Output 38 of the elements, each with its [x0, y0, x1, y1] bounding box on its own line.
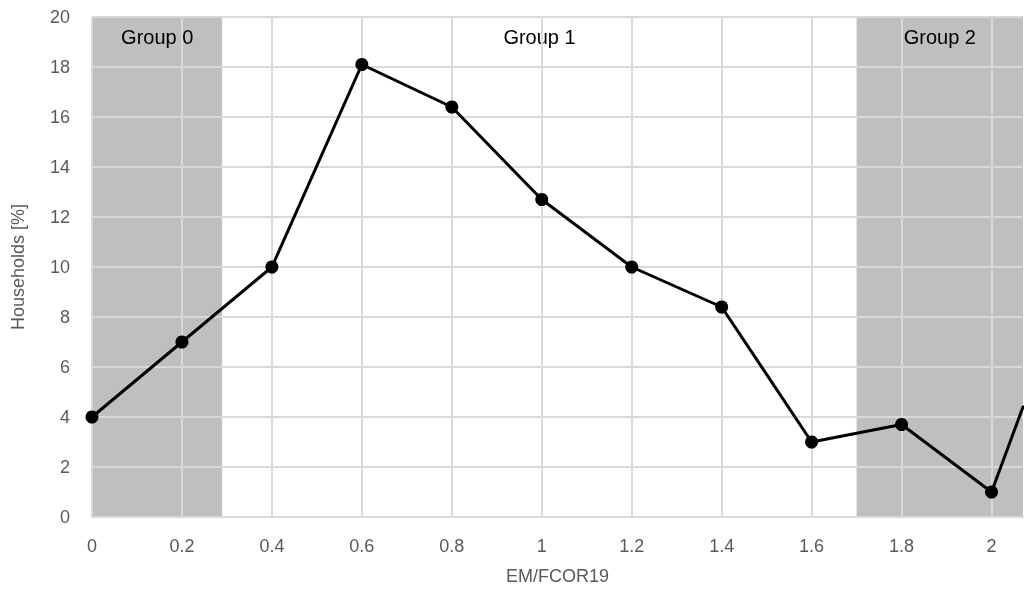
point: [895, 418, 909, 431]
y-tick-label: 14: [49, 157, 70, 177]
y-tick-label: 4: [59, 407, 70, 427]
point: [175, 335, 189, 349]
x-tick-label: 0.6: [349, 536, 375, 556]
y-tick-label: 6: [59, 357, 70, 377]
y-tick-label: 12: [49, 207, 70, 227]
point: [355, 58, 369, 71]
y-tick-label: 2: [59, 457, 70, 477]
point: [535, 193, 549, 206]
point: [805, 435, 819, 449]
point: [715, 300, 729, 314]
y-tick-label: 16: [49, 107, 70, 127]
x-tick-label: 1.2: [619, 536, 645, 556]
band-label: Group 0: [121, 26, 194, 48]
y-tick-label: 0: [59, 507, 70, 527]
y-tick-label: 18: [49, 57, 70, 77]
x-tick-label: 0.4: [259, 536, 285, 556]
y-tick-label: 20: [49, 7, 70, 27]
x-tick-label: 1: [536, 536, 547, 556]
x-tick-label: 1.8: [889, 536, 915, 556]
point: [265, 260, 279, 274]
band-label: Group 2: [903, 26, 976, 48]
x-tick-label: 1.6: [799, 536, 825, 556]
x-tick-label: 0: [86, 536, 98, 556]
x-tick-label: 0.2: [169, 536, 195, 556]
point: [985, 485, 999, 499]
x-tick-label: 2: [986, 536, 997, 556]
point: [85, 410, 99, 424]
y-tick-label: 8: [59, 307, 70, 327]
x-axis-title: EM/FCOR19: [505, 566, 610, 586]
x-tick-label: 1.4: [709, 536, 735, 556]
y-tick-label: 10: [49, 257, 70, 277]
y-axis-title: Households [%]: [8, 203, 28, 331]
band-label: Group 1: [503, 26, 576, 48]
point: [625, 260, 639, 274]
point: [445, 100, 459, 114]
x-tick-label: 0.8: [439, 536, 465, 556]
